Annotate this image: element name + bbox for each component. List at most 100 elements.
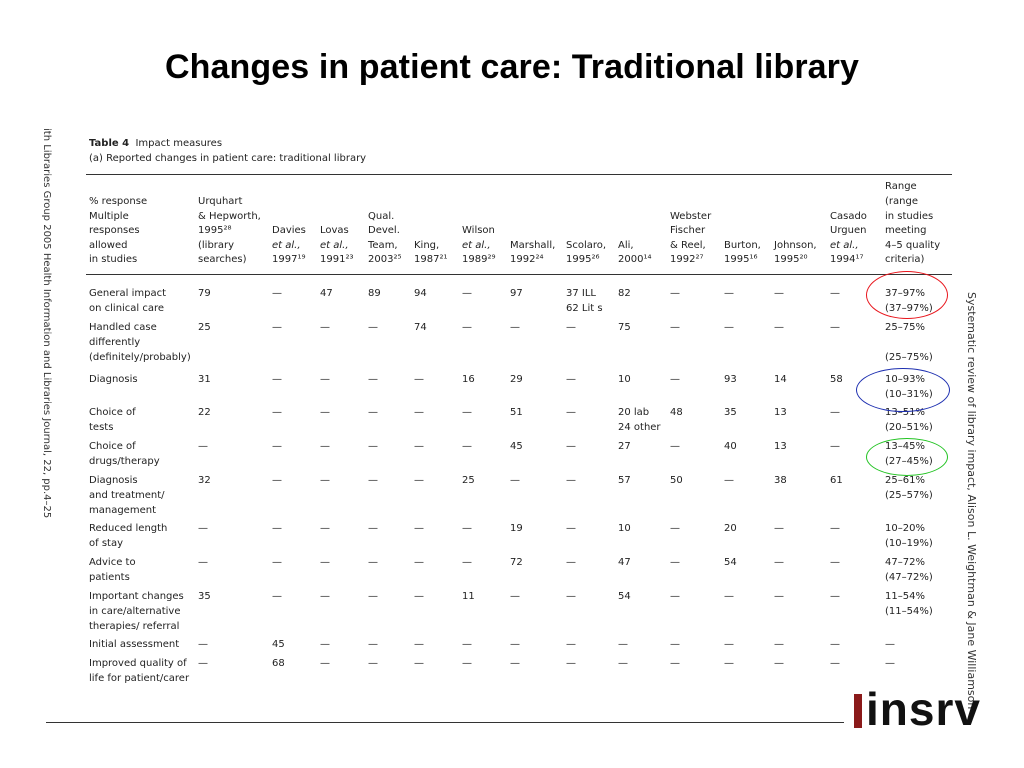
- column-header-line: 1995²⁰: [774, 254, 808, 266]
- table-top-rule: [86, 174, 952, 175]
- table-cell: 54: [724, 557, 737, 568]
- table-cell: —: [670, 322, 680, 333]
- table-cell: —: [670, 639, 680, 650]
- table-cell: 47: [618, 557, 631, 568]
- table-cell: —: [368, 322, 378, 333]
- table-cell: —: [670, 441, 680, 452]
- table-cell: 40: [724, 441, 737, 452]
- table-cell: —: [510, 322, 520, 333]
- column-header-line: 1991²³: [320, 254, 354, 266]
- range-cell: 10–20% (10–19%): [885, 523, 933, 549]
- table-cell: —: [830, 288, 840, 299]
- table-cell: 48: [670, 407, 683, 418]
- table-cell: 94: [414, 288, 427, 299]
- article-citation-text: Systematic review of library impact, Ali…: [965, 292, 978, 710]
- table-cell: —: [462, 658, 472, 669]
- column-header-line: Lovas: [320, 225, 349, 237]
- column-header: Wilson et al., 1989²⁹: [462, 224, 495, 268]
- table-cell: —: [830, 523, 840, 534]
- table-cell: —: [774, 591, 784, 602]
- table-cell: 93: [724, 374, 737, 385]
- table-cell: —: [566, 475, 576, 486]
- range-cell: 13–51% (20–51%): [885, 407, 933, 433]
- column-header: Range (range in studies meeting 4–5 quality c…: [885, 180, 940, 268]
- table-cell: —: [774, 557, 784, 568]
- table-cell: —: [272, 374, 282, 385]
- table-cell: 89: [368, 288, 381, 299]
- column-header-line: % response: [89, 196, 148, 207]
- table-cell: —: [368, 407, 378, 418]
- column-header: Johnson, 1995²⁰: [774, 239, 817, 268]
- table-cell: —: [320, 322, 330, 333]
- column-header: Lovas et al., 1991²³: [320, 224, 353, 268]
- column-header-line: 1992²⁴: [510, 254, 544, 266]
- table-cell: 75: [618, 322, 631, 333]
- column-header-line: (range: [885, 195, 918, 207]
- column-header-line: in studies: [885, 210, 934, 222]
- column-header-line: Johnson,: [774, 239, 817, 251]
- table-cell: —: [368, 557, 378, 568]
- row-label: Handled case differently (definitely/pro…: [89, 322, 191, 363]
- table-cell: 45: [272, 639, 285, 650]
- table-cell: —: [272, 591, 282, 602]
- row-label: Important changes in care/alternative th…: [89, 591, 184, 632]
- table-cell: —: [414, 639, 424, 650]
- table-cell: —: [320, 523, 330, 534]
- table-cell: —: [320, 658, 330, 669]
- table-cell: —: [724, 639, 734, 650]
- table-cell: —: [830, 322, 840, 333]
- column-header-line: & Reel,: [670, 239, 706, 251]
- table-header-rule: [86, 274, 952, 275]
- range-cell: 25–61% (25–57%): [885, 475, 933, 501]
- table-cell: —: [670, 288, 680, 299]
- column-header-line: 1987²¹: [414, 254, 448, 266]
- table-cell: —: [510, 475, 520, 486]
- table-cell: —: [368, 441, 378, 452]
- column-header: Davies et al., 1997¹⁹: [272, 224, 306, 268]
- column-header-line: responses: [89, 225, 140, 237]
- column-header-line: 1995²⁸: [198, 225, 232, 237]
- table-cell: 35: [724, 407, 737, 418]
- column-header-line: et al.,: [462, 239, 491, 251]
- table-cell: 82: [618, 288, 631, 299]
- blue-circle-annotation: [856, 368, 950, 412]
- table-cell: 57: [618, 475, 631, 486]
- table-cell: —: [462, 639, 472, 650]
- table-cell: —: [272, 407, 282, 418]
- range-cell: —: [885, 658, 895, 669]
- row-label: Advice to patients: [89, 557, 136, 583]
- table-cell: —: [462, 407, 472, 418]
- table-cell: —: [320, 557, 330, 568]
- table-cell: —: [830, 591, 840, 602]
- column-header-line: Scolaro,: [566, 239, 607, 251]
- table-cell: —: [566, 374, 576, 385]
- column-header-line: Devel.: [368, 225, 400, 237]
- table-cell: —: [368, 591, 378, 602]
- column-header-line: Davies: [272, 225, 306, 237]
- column-header-line: criteria): [885, 254, 925, 266]
- table-cell: —: [414, 557, 424, 568]
- slide-title: Changes in patient care: Traditional lib…: [164, 48, 859, 86]
- table-cell: —: [774, 523, 784, 534]
- table-cell: 25: [462, 475, 475, 486]
- column-header-line: meeting: [885, 225, 927, 237]
- table-cell: —: [774, 288, 784, 299]
- table-cell: —: [462, 288, 472, 299]
- table-cell: —: [618, 639, 628, 650]
- column-header-line: 1994¹⁷: [830, 254, 864, 266]
- table-cell: 45: [510, 441, 523, 452]
- table-cell: 79: [198, 288, 211, 299]
- table-cell: —: [830, 658, 840, 669]
- table-cell: 13: [774, 407, 787, 418]
- column-header-line: Team,: [368, 239, 398, 251]
- table-cell: 61: [830, 475, 843, 486]
- table-title: Impact measures: [135, 138, 223, 149]
- table-cell: —: [198, 639, 208, 650]
- column-header-line: 1992²⁷: [670, 254, 704, 266]
- table-cell: —: [510, 658, 520, 669]
- table-cell: —: [272, 557, 282, 568]
- column-header-line: Urguen: [830, 225, 867, 237]
- table-cell: 37 ILL 62 Lit s: [566, 288, 603, 314]
- column-header: Webster Fischer & Reel, 1992²⁷: [670, 210, 711, 268]
- table-cell: 11: [462, 591, 475, 602]
